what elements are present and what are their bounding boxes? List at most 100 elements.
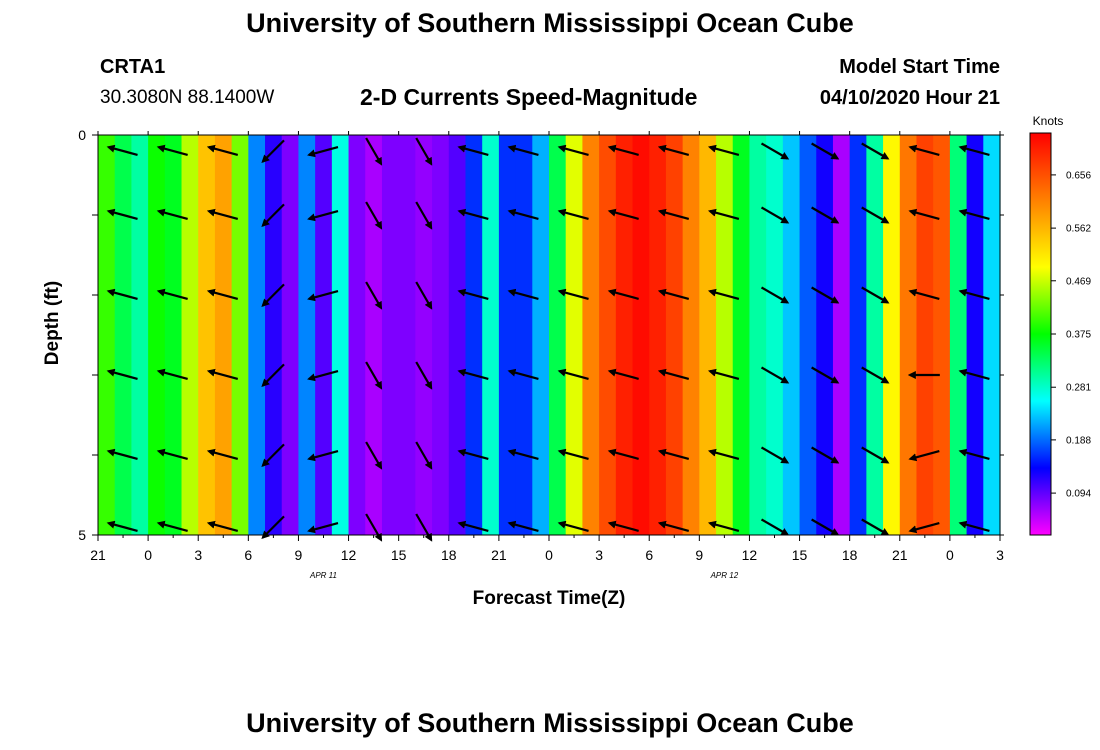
- current-vector: [156, 288, 188, 300]
- heatmap-cell: [883, 135, 901, 535]
- model-start-label: Model Start Time: [839, 56, 1000, 78]
- heatmap-cell: [766, 135, 784, 535]
- current-vector: [206, 448, 239, 460]
- colorbar-tick-label: 0.562: [1066, 224, 1091, 235]
- heatmap-cell: [231, 135, 249, 535]
- heatmap-cell: [515, 135, 533, 535]
- heatmap-cell: [782, 135, 801, 535]
- heatmap-cell: [532, 135, 550, 535]
- heatmap-cell: [131, 135, 149, 535]
- current-vector: [657, 208, 690, 220]
- current-vector: [156, 144, 188, 156]
- current-vector: [908, 144, 940, 156]
- current-vector: [657, 144, 690, 156]
- current-vector: [760, 206, 790, 224]
- current-vector: [507, 448, 539, 460]
- heatmap-cell: [265, 135, 283, 535]
- heatmap-cell: [398, 135, 416, 535]
- current-vector: [365, 137, 383, 166]
- current-vector: [507, 288, 539, 300]
- colorbar-tick-label: 0.281: [1066, 383, 1091, 394]
- current-vector: [557, 448, 589, 460]
- current-vector: [958, 288, 990, 300]
- current-vector: [760, 366, 790, 384]
- heatmap-cell: [298, 135, 316, 535]
- x-tick-label: 12: [742, 547, 758, 563]
- y-axis: 05: [78, 127, 1004, 543]
- x-tick-label: 21: [892, 547, 908, 563]
- heatmap-cell: [365, 135, 383, 535]
- current-vector: [958, 520, 990, 532]
- station-coords: 30.3080N 88.1400W: [100, 87, 275, 108]
- current-vector: [106, 288, 138, 300]
- current-vector: [861, 518, 890, 536]
- current-vector: [106, 144, 138, 156]
- current-vector: [307, 370, 339, 382]
- y-tick-label: 5: [78, 527, 86, 543]
- colorbar-tick-label: 0.656: [1066, 170, 1091, 181]
- x-tick-label: 0: [144, 547, 152, 563]
- current-vector: [811, 142, 840, 160]
- current-vector: [707, 368, 740, 380]
- station-id: CRTA1: [100, 56, 166, 78]
- current-vector: [607, 208, 639, 220]
- heatmap-cell: [832, 135, 851, 535]
- colorbar-scale: [1029, 132, 1052, 536]
- current-vector: [507, 208, 539, 220]
- current-vector: [261, 363, 285, 388]
- x-tick-label: 15: [792, 547, 808, 563]
- current-vector: [365, 441, 383, 470]
- current-vector: [557, 208, 589, 220]
- current-vector: [365, 281, 383, 310]
- current-vector: [156, 208, 188, 220]
- heatmap-cell: [381, 135, 400, 535]
- current-vector: [557, 288, 589, 300]
- current-vector: [415, 201, 433, 230]
- current-vectors: [106, 137, 990, 542]
- current-vector: [657, 288, 690, 300]
- x-tick-label: 3: [194, 547, 202, 563]
- heatmap-cell: [716, 135, 734, 535]
- current-vector: [607, 368, 639, 380]
- current-vector: [261, 283, 285, 308]
- heatmap-cell: [599, 135, 617, 535]
- current-vector: [607, 144, 639, 156]
- heatmap-cell: [749, 135, 767, 535]
- heatmap-cell: [732, 135, 751, 535]
- current-vector: [908, 288, 940, 300]
- x-tick-label: 9: [695, 547, 703, 563]
- x-date-label: APR 11: [309, 571, 337, 580]
- current-vector: [557, 144, 589, 156]
- x-tick-label: 18: [441, 547, 457, 563]
- heatmap-cell: [281, 135, 300, 535]
- current-vector: [415, 137, 433, 166]
- current-vector: [607, 288, 639, 300]
- heatmap-cell: [549, 135, 567, 535]
- heatmap-cell: [148, 135, 166, 535]
- chart-subtitle: 2-D Currents Speed-Magnitude: [360, 84, 698, 110]
- heatmap-cell: [348, 135, 366, 535]
- x-tick-label: 6: [244, 547, 252, 563]
- current-vector: [707, 448, 740, 460]
- current-vector: [707, 288, 740, 300]
- heatmap-cell: [98, 135, 116, 535]
- heatmap-cell: [816, 135, 834, 535]
- current-vector: [861, 366, 890, 384]
- heatmap-cell: [933, 135, 951, 535]
- current-vector: [307, 290, 339, 302]
- heatmap-cell: [448, 135, 467, 535]
- x-tick-label: 0: [946, 547, 954, 563]
- speed-heatmap: [98, 135, 1001, 535]
- current-vector: [707, 520, 740, 532]
- current-vector: [707, 208, 740, 220]
- current-vector: [106, 368, 138, 380]
- heatmap-cell: [331, 135, 350, 535]
- heatmap-cell: [214, 135, 233, 535]
- heatmap-cell: [966, 135, 984, 535]
- current-vector: [861, 142, 890, 160]
- heatmap-cell: [899, 135, 918, 535]
- current-vector: [811, 446, 840, 464]
- current-vector: [365, 361, 383, 390]
- heatmap-cell: [665, 135, 684, 535]
- heatmap-cell: [565, 135, 584, 535]
